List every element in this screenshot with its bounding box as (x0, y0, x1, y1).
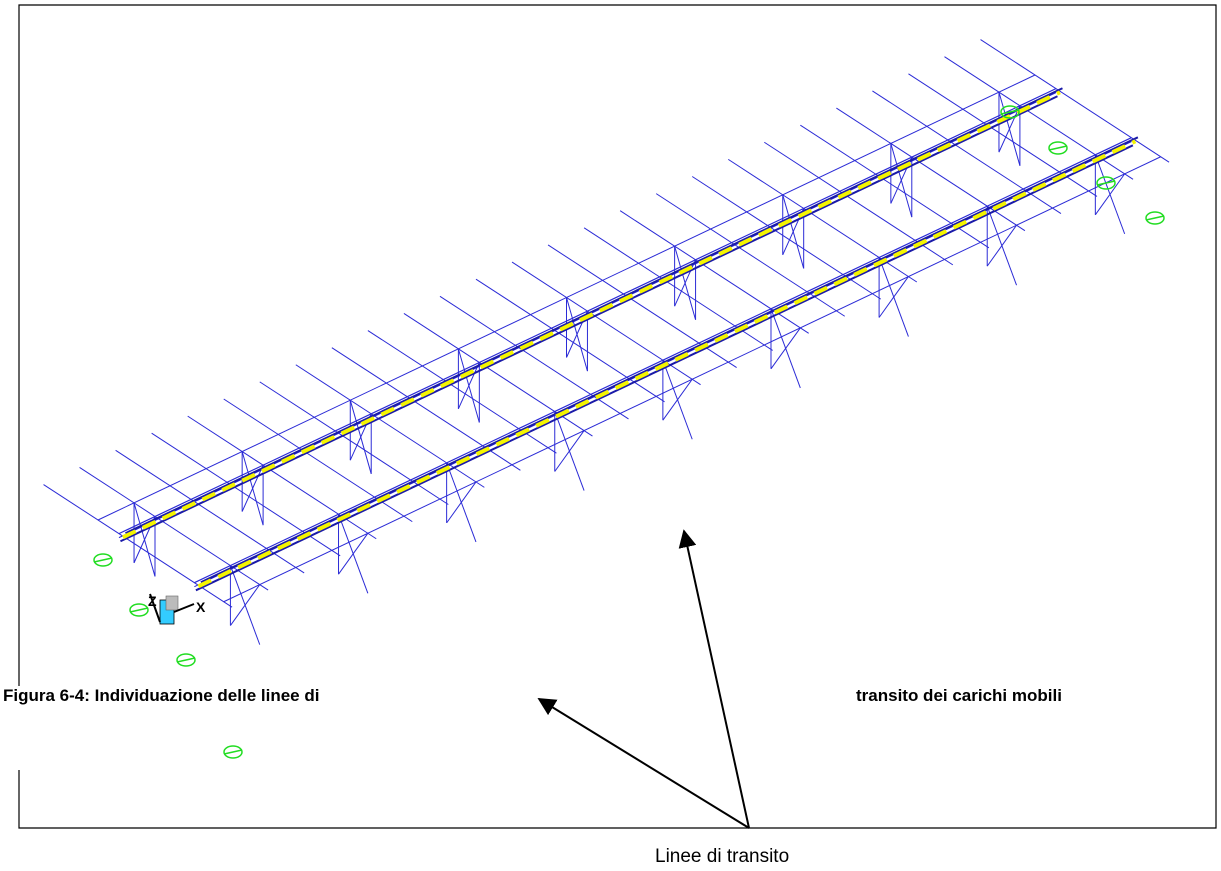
transverse-beam (187, 415, 377, 540)
support-tick (223, 749, 243, 755)
transverse-beam (259, 381, 449, 505)
cross-frame-brace (230, 584, 261, 626)
transverse-beams (43, 39, 1170, 608)
cross-frame-brace (241, 464, 264, 512)
support-ring (1145, 211, 1165, 225)
lane-edge (125, 87, 1063, 535)
arrow-icon (678, 529, 750, 829)
figure-caption-part1: Figura 6-4: Individuazione delle linee d… (3, 686, 320, 705)
transverse-beam (295, 364, 485, 488)
transverse-beam (800, 124, 990, 249)
support-tick (129, 607, 149, 613)
transverse-beam (980, 39, 1170, 163)
support-icon (93, 553, 113, 567)
support-ring (1096, 176, 1116, 190)
lane-centerline (122, 90, 1061, 540)
cross-frame-brace (457, 362, 480, 410)
support-icon (223, 745, 243, 759)
support-ring (1000, 105, 1020, 119)
support-icon (176, 653, 196, 667)
transverse-beam (908, 73, 1098, 197)
transverse-beam (403, 313, 593, 437)
axis-x-arrow (173, 603, 195, 613)
transverse-beam (583, 227, 773, 351)
callout-arrows (537, 529, 750, 829)
support-tick (93, 557, 113, 563)
support-tick (1048, 145, 1068, 151)
support-ring (223, 745, 243, 759)
transit-lanes (120, 87, 1139, 592)
transverse-beam (43, 484, 233, 608)
cross-frame-brace (998, 105, 1021, 153)
cross-frame-brace (1094, 173, 1126, 216)
support-ring (93, 553, 113, 567)
axis-z-arrow (149, 593, 161, 623)
transverse-beam (79, 467, 269, 591)
lane-edge (120, 95, 1058, 543)
cross-frame-brace (338, 532, 369, 575)
transverse-beam (367, 330, 557, 454)
figure-caption-part2: transito dei carichi mobili (856, 686, 1062, 705)
transverse-beam (764, 141, 954, 266)
support-icon (1048, 141, 1068, 155)
transverse-beam (727, 158, 918, 283)
cross-frame-brace (446, 481, 477, 524)
support-tick (1096, 180, 1116, 186)
transverse-beam (836, 107, 1026, 232)
support-tick (1000, 109, 1020, 115)
transverse-beam (872, 90, 1062, 214)
support-tick (176, 657, 196, 663)
transverse-beam (619, 210, 809, 334)
support-icon (1096, 176, 1116, 190)
support-icon (1145, 211, 1165, 225)
lane-edge (195, 144, 1134, 592)
figure-frame (18, 4, 1217, 829)
cross-frame-brace (662, 378, 693, 421)
cross-frame-brace (770, 327, 801, 370)
cross-frames (133, 91, 1126, 645)
transverse-beam (944, 56, 1134, 180)
axis-x-label: X (196, 599, 206, 615)
transverse-beam (223, 398, 413, 523)
transverse-beam (331, 347, 521, 471)
transverse-beam (439, 295, 629, 420)
transverse-beam (115, 449, 305, 574)
support-icon (1000, 105, 1020, 119)
transverse-beam (475, 278, 665, 403)
lane-edge (200, 136, 1139, 584)
transverse-beam (151, 432, 341, 557)
lane-centerline (197, 139, 1137, 589)
transverse-beam (691, 176, 882, 300)
gizmo-box-top (165, 595, 179, 611)
cross-frame-brace (554, 430, 585, 472)
support-ring (1048, 141, 1068, 155)
callout-label: Linee di transito (655, 846, 790, 867)
support-tick (1145, 215, 1165, 221)
transverse-beam (547, 244, 737, 369)
support-ring (176, 653, 196, 667)
cross-frame-brace (878, 276, 909, 318)
arrow-icon (537, 698, 750, 829)
supports (93, 105, 1165, 759)
transverse-beam (655, 193, 846, 317)
frame-border (18, 4, 1217, 829)
support-icon (129, 603, 149, 617)
axis-gizmo-icon: Z X (148, 593, 206, 625)
support-ring (129, 603, 149, 617)
transverse-beam (511, 261, 701, 386)
cross-frame-brace (986, 224, 1017, 267)
